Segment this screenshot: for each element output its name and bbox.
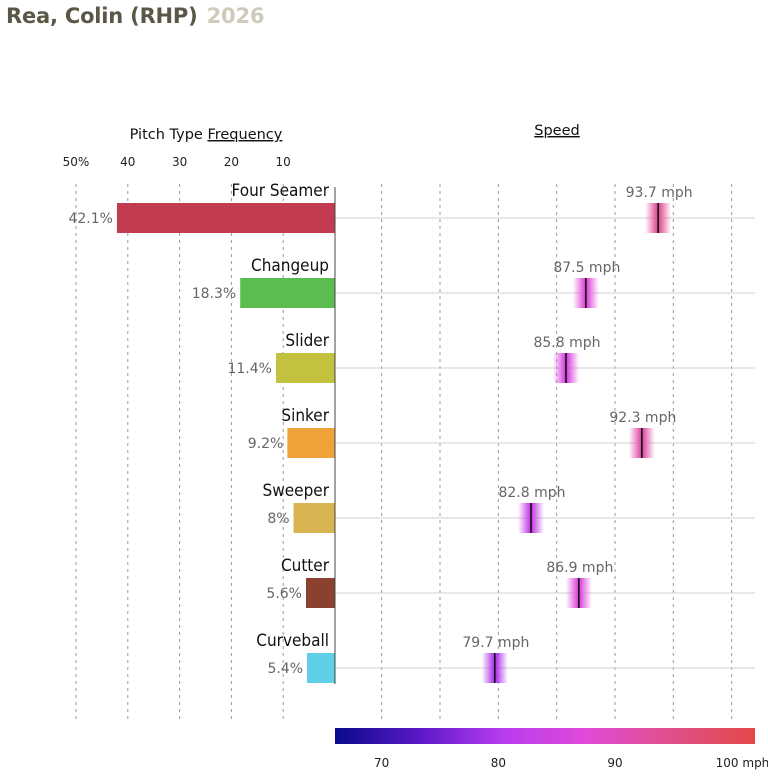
speed-value-label: 92.3 mph (609, 410, 676, 426)
pitch-row: Four Seamer 42.1% 93.7 mph (68, 181, 755, 233)
speed-value-label: 85.8 mph (533, 335, 600, 351)
frequency-value-label: 8% (267, 511, 289, 527)
pitch-name: Curveball (256, 631, 329, 651)
pitch-row: Curveball 5.4% 79.7 mph (256, 631, 755, 683)
speed-tick-label: 100 mph (716, 756, 768, 770)
pitch-row: Sweeper 8% 82.8 mph (263, 481, 755, 533)
frequency-bar (305, 578, 335, 608)
frequency-bar (293, 503, 335, 533)
speed-color-scale (335, 728, 755, 744)
pitch-name: Slider (285, 331, 329, 351)
frequency-value-label: 42.1% (68, 211, 112, 227)
pitch-row: Cutter 5.6% 86.9 mph (266, 556, 755, 608)
speed-value-label: 86.9 mph (546, 560, 613, 576)
pitch-name: Changeup (251, 256, 329, 276)
frequency-tick-label: 30 (172, 155, 187, 169)
pitch-name: Four Seamer (232, 181, 330, 201)
chart-title: Rea, Colin (RHP) 2026 (6, 4, 264, 28)
frequency-value-label: 9.2% (248, 436, 284, 452)
frequency-bar (307, 653, 335, 683)
grid-layer: 50% 40 30 20 10 (63, 155, 733, 722)
pitch-name: Cutter (281, 556, 330, 576)
frequency-bar (116, 203, 335, 233)
speed-axis-ticks: 70 80 90 100 mph (374, 756, 768, 770)
frequency-bar (240, 278, 335, 308)
frequency-value-label: 11.4% (227, 361, 271, 377)
frequency-bar (287, 428, 335, 458)
speed-tick-label: 90 (607, 756, 622, 770)
frequency-tick-label: 10 (276, 155, 291, 169)
speed-tick-label: 80 (491, 756, 506, 770)
frequency-tick-label: 40 (120, 155, 135, 169)
pitch-row: Slider 11.4% 85.8 mph (227, 331, 755, 383)
speed-value-label: 82.8 mph (498, 485, 565, 501)
speed-value-label: 79.7 mph (462, 635, 529, 651)
frequency-value-label: 5.6% (266, 586, 302, 602)
frequency-tick-label: 50% (63, 155, 90, 169)
pitch-row: Sinker 9.2% 92.3 mph (248, 406, 755, 458)
frequency-value-label: 5.4% (267, 661, 303, 677)
pitch-name: Sinker (281, 406, 329, 426)
frequency-tick-label: 20 (224, 155, 239, 169)
pitch-row: Changeup 18.3% 87.5 mph (192, 256, 755, 308)
frequency-header: Pitch Type Frequency (130, 127, 283, 143)
speed-header: Speed (534, 123, 579, 139)
frequency-bar (275, 353, 335, 383)
pitch-name: Sweeper (263, 481, 330, 501)
speed-tick-label: 70 (374, 756, 389, 770)
rows-layer: Four Seamer 42.1% 93.7 mph Changeup 18.3% 87.… (68, 181, 755, 683)
frequency-value-label: 18.3% (192, 286, 236, 302)
player-name: Rea, Colin (RHP) (6, 4, 198, 28)
speed-value-label: 93.7 mph (626, 185, 693, 201)
speed-value-label: 87.5 mph (553, 260, 620, 276)
season-year: 2026 (206, 4, 265, 28)
